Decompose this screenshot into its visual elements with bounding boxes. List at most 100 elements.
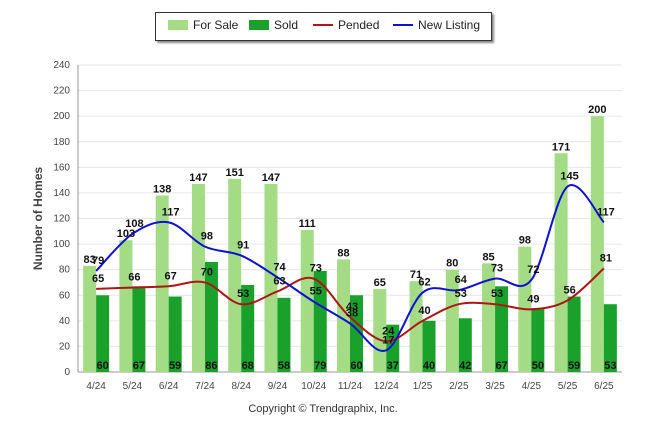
label-sold: 67	[495, 360, 507, 372]
label-for-sale: 147	[189, 172, 207, 184]
y-tick-label: 120	[53, 214, 70, 225]
y-tick-label: 240	[53, 60, 70, 71]
label-for-sale: 83	[84, 254, 96, 266]
y-tick-label: 40	[59, 316, 71, 327]
label-pended: 65	[92, 273, 104, 285]
y-tick-label: 200	[53, 111, 70, 122]
label-for-sale: 147	[262, 172, 280, 184]
bar-sold	[277, 297, 291, 372]
label-for-sale: 88	[337, 247, 349, 259]
x-tick-label: 6/25	[594, 381, 614, 392]
label-new-listing: 73	[491, 263, 503, 275]
y-tick-label: 140	[53, 188, 70, 199]
legend-swatch-1	[249, 20, 269, 30]
label-pended: 53	[491, 288, 503, 300]
y-tick-label: 160	[53, 162, 70, 173]
y-axis-title: Number of Homes	[31, 167, 45, 271]
bar-for-sale	[337, 259, 350, 372]
label-pended: 66	[128, 272, 140, 284]
label-pended: 67	[165, 270, 177, 282]
label-for-sale: 71	[410, 269, 422, 281]
x-tick-label: 11/24	[338, 381, 363, 392]
label-sold: 58	[278, 360, 290, 372]
x-tick-label: 3/25	[485, 381, 505, 392]
label-for-sale: 138	[153, 183, 171, 195]
label-for-sale: 98	[519, 235, 531, 247]
bar-for-sale	[155, 195, 169, 372]
bar-for-sale	[300, 230, 314, 372]
label-sold: 67	[133, 360, 145, 372]
line-pended	[96, 267, 605, 343]
label-new-listing: 17	[382, 334, 394, 346]
label-sold: 50	[532, 360, 544, 372]
y-tick-label: 60	[59, 290, 71, 301]
label-for-sale: 85	[482, 251, 494, 263]
bar-sold	[386, 324, 400, 372]
bar-for-sale	[264, 183, 278, 372]
label-new-listing: 55	[310, 286, 322, 298]
bar-sold	[531, 308, 545, 372]
bar-sold	[204, 261, 218, 372]
bar-for-sale	[119, 240, 133, 372]
y-tick-label: 180	[53, 137, 70, 148]
legend-swatch-0	[168, 20, 188, 30]
x-tick-label: 4/25	[522, 381, 542, 392]
label-pended: 49	[527, 293, 539, 305]
bar-sold	[350, 295, 363, 372]
bar-sold	[132, 286, 146, 372]
bar-sold	[567, 296, 581, 372]
label-sold: 60	[97, 360, 109, 372]
label-sold: 53	[604, 360, 616, 372]
x-tick-label: 12/24	[374, 381, 399, 392]
label-pended: 43	[346, 301, 358, 313]
label-for-sale: 171	[552, 141, 570, 153]
y-tick-label: 100	[53, 239, 70, 250]
label-new-listing: 117	[597, 206, 615, 218]
label-new-listing: 72	[527, 264, 539, 276]
bar-sold	[603, 304, 617, 372]
label-for-sale: 103	[117, 228, 135, 240]
bar-for-sale	[409, 281, 423, 372]
label-new-listing: 62	[418, 277, 430, 289]
label-pended: 40	[418, 305, 430, 317]
legend-label-2: Pended	[338, 18, 379, 32]
bar-for-sale	[482, 263, 496, 372]
x-tick-label: 9/24	[268, 381, 288, 392]
label-new-listing: 117	[162, 206, 180, 218]
label-sold: 86	[205, 360, 217, 372]
label-sold: 79	[314, 360, 326, 372]
label-new-listing: 38	[346, 307, 358, 319]
label-new-listing: 74	[273, 261, 286, 273]
y-tick-label: 220	[53, 86, 70, 97]
line-new-listing	[95, 184, 605, 352]
label-sold: 59	[568, 360, 580, 372]
label-new-listing: 64	[455, 274, 468, 286]
label-new-listing: 108	[125, 218, 143, 230]
bar-sold	[168, 296, 182, 372]
x-tick-label: 10/24	[301, 381, 326, 392]
label-new-listing: 145	[560, 171, 578, 183]
label-new-listing: 91	[237, 240, 249, 252]
label-sold: 60	[350, 360, 362, 372]
bar-for-sale	[590, 116, 604, 373]
label-pended: 73	[310, 263, 322, 275]
x-tick-label: 8/24	[231, 381, 251, 392]
label-new-listing: 98	[201, 231, 213, 243]
label-pended: 81	[600, 252, 612, 264]
label-for-sale: 80	[446, 258, 458, 270]
label-pended: 53	[237, 288, 249, 300]
legend-box	[155, 12, 492, 41]
bar-for-sale	[228, 178, 242, 372]
label-pended: 63	[273, 275, 285, 287]
x-tick-label: 1/25	[413, 381, 433, 392]
bar-sold	[422, 320, 436, 372]
x-tick-label: 6/24	[159, 381, 179, 392]
label-pended: 56	[563, 284, 575, 296]
label-for-sale: 65	[374, 277, 386, 289]
label-sold: 59	[169, 360, 181, 372]
bar-sold	[495, 286, 509, 372]
x-tick-label: 4/24	[86, 381, 106, 392]
bar-sold	[458, 318, 472, 372]
label-sold: 40	[423, 360, 435, 372]
